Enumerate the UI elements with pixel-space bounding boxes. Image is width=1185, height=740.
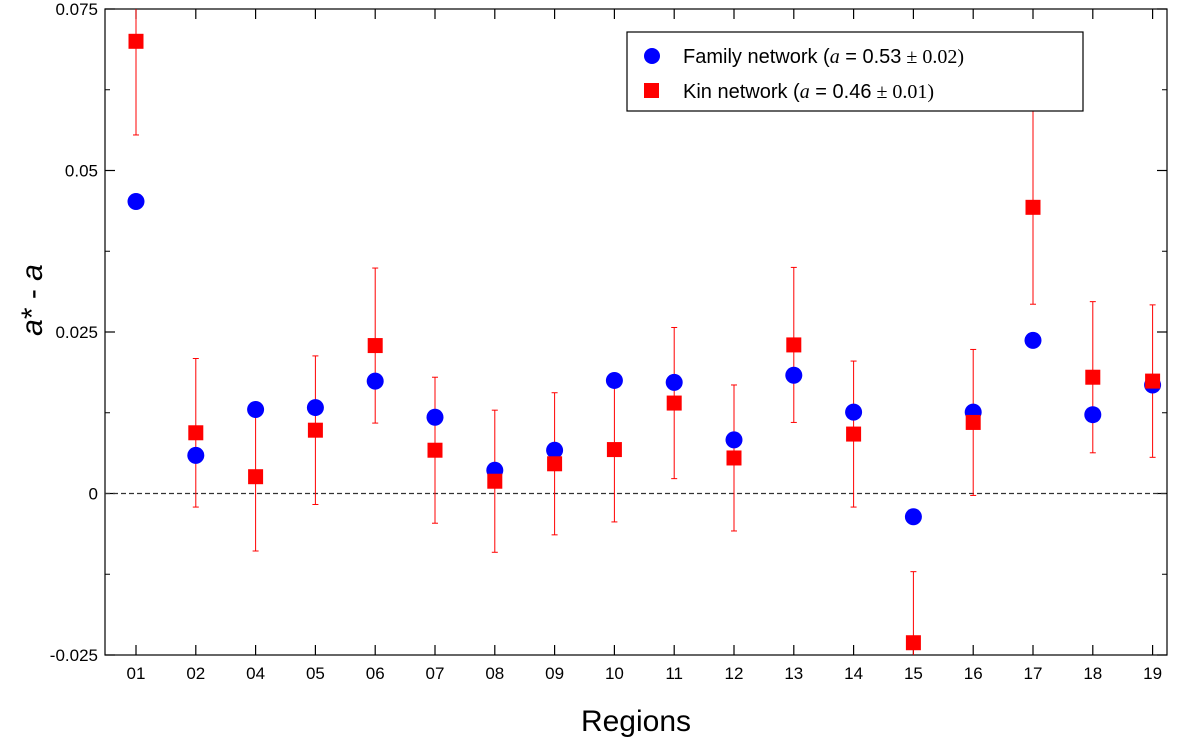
y-tick-label: 0.075 [55,0,98,19]
legend-family-var: a [830,46,840,68]
x-tick-label: 14 [844,664,863,683]
family-point [845,404,862,421]
x-tick-label: 16 [964,664,983,683]
legend-family-label: Family network (a = 0.53 ± 0.02) [683,46,964,68]
x-tick-label: 04 [246,664,265,683]
kin-point [667,396,682,411]
x-tick-label: 06 [366,664,385,683]
kin-point [966,415,981,430]
family-point [367,373,384,390]
family-point [427,409,444,426]
kin-point [906,635,921,650]
y-axis-title: a* - a [16,264,49,336]
family-point [905,508,922,525]
x-tick-label: 11 [665,664,683,683]
y-tick-label: 0.05 [65,162,98,181]
x-tick-label: 01 [127,664,146,683]
x-tick-label: 17 [1024,664,1043,683]
x-axis-title: Regions [581,705,691,738]
kin-point [428,443,443,458]
kin-point [727,450,742,465]
legend-family-marker [644,48,660,64]
kin-point [1026,200,1041,215]
family-point [546,442,563,459]
kin-point [607,442,622,457]
x-tick-label: 09 [545,664,564,683]
legend: Family network (a = 0.53 ± 0.02) Kin net… [627,32,1083,111]
y-tick-label: -0.025 [50,646,98,665]
family-point [726,431,743,448]
kin-point [248,469,263,484]
kin-point [547,456,562,471]
legend-kin-label: Kin network (a = 0.46 ± 0.01) [683,81,934,103]
family-point [666,374,683,391]
family-point [247,401,264,418]
kin-point [129,34,144,49]
family-network-points [128,193,1162,525]
y-axis-title-a2: a [16,264,49,281]
legend-kin-suffix: ) [927,81,934,103]
kin-point [487,474,502,489]
family-point [128,193,145,210]
family-point [785,367,802,384]
x-tick-label: 07 [426,664,445,683]
family-point [187,447,204,464]
kin-point [188,425,203,440]
x-tick-label: 18 [1083,664,1102,683]
x-tick-label: 13 [784,664,803,683]
kin-point [846,427,861,442]
family-point [1025,332,1042,349]
x-tick-label: 12 [725,664,744,683]
family-point [1084,406,1101,423]
x-tick-label: 15 [904,664,923,683]
legend-family-suffix: ) [957,46,964,68]
y-tick-label: 0 [89,485,98,504]
legend-kin-err: 0.01 [892,81,927,103]
y-axis-title-mid: * - [16,281,49,319]
legend-kin-eq: = 0.46 [810,81,872,103]
legend-kin-pm: ± [871,81,892,103]
x-tick-label: 05 [306,664,325,683]
x-tick-label: 19 [1143,664,1162,683]
family-point [606,372,623,389]
x-tick-label: 08 [485,664,504,683]
legend-kin-marker [644,83,659,98]
kin-point [368,338,383,353]
kin-point [786,337,801,352]
legend-kin-var: a [800,81,810,103]
legend-family-err: 0.02 [922,46,957,68]
kin-point [1145,374,1160,389]
family-point [307,399,324,416]
x-tick-label: 02 [186,664,205,683]
kin-network-points [129,34,1161,650]
kin-point [308,423,323,438]
legend-family-eq: = 0.53 [840,46,902,68]
legend-family-prefix: Family network ( [683,46,830,68]
y-tick-label: 0.025 [55,323,98,342]
kin-point [1085,370,1100,385]
legend-kin-prefix: Kin network ( [683,81,800,103]
legend-family-pm: ± [901,46,922,68]
x-tick-label: 10 [605,664,624,683]
y-axis-title-a1: a [16,319,49,336]
